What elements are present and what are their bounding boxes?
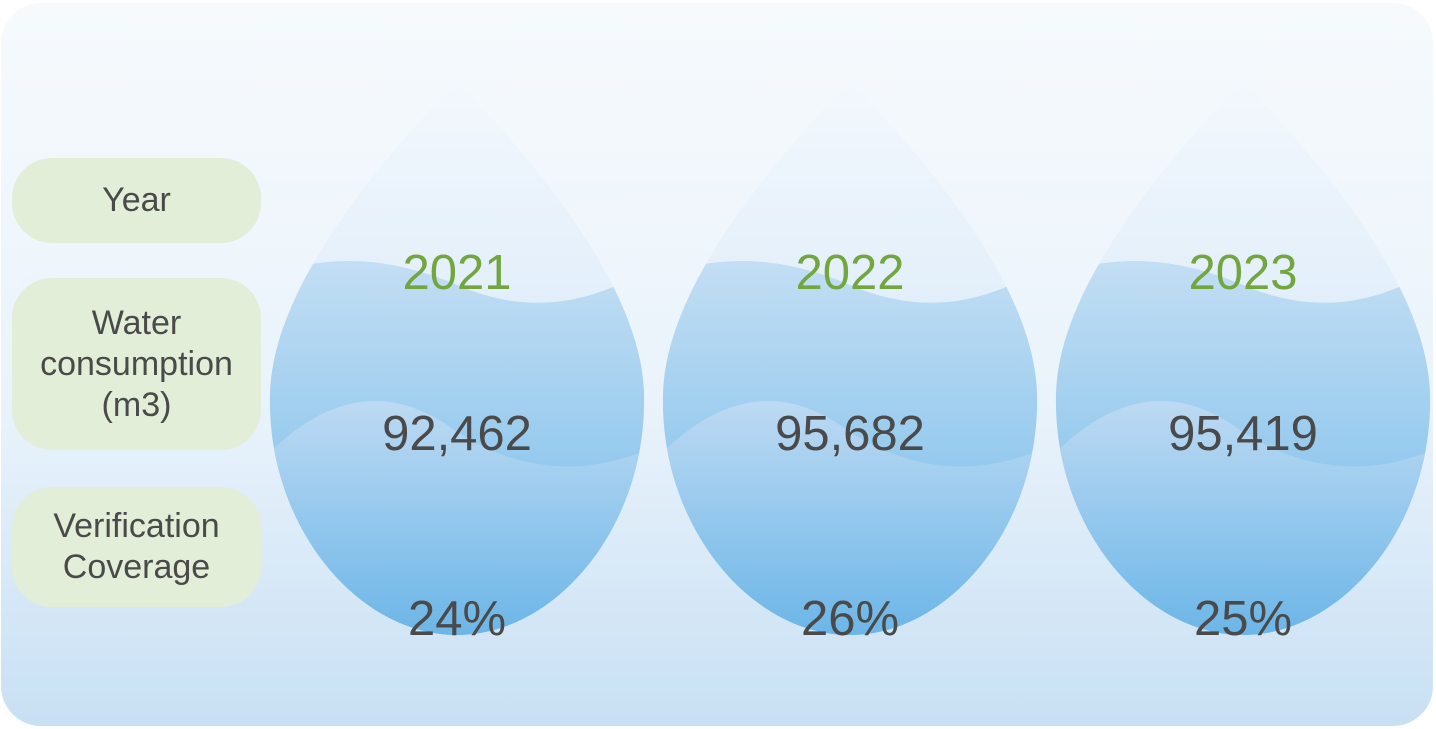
- verification-coverage-2023: 25%: [1193, 592, 1293, 646]
- year-2022: 2022: [795, 246, 905, 300]
- row-label-verification-line2: Coverage: [62, 548, 211, 586]
- row-label-water-line2: consumption: [40, 344, 233, 383]
- row-label-verification-line1: Verification: [53, 507, 220, 545]
- verification-coverage-2022: 26%: [800, 592, 900, 646]
- verification-coverage-2021: 24%: [407, 592, 507, 646]
- water-drop-icon: [1055, 80, 1431, 635]
- row-label-water-line1: Water: [91, 303, 182, 342]
- row-label-year-text: Year: [102, 181, 171, 219]
- row-label-verification-coverage: Verification Coverage: [12, 487, 261, 607]
- row-label-water-line3: (m3): [101, 385, 172, 424]
- water-consumption-2021: 92,462: [382, 407, 532, 461]
- year-2023: 2023: [1188, 246, 1298, 300]
- water-drop-2023: 2023 95,419 25%: [1053, 75, 1433, 646]
- water-consumption-2023: 95,419: [1168, 407, 1318, 461]
- row-label-year: Year: [12, 158, 261, 243]
- row-label-water-consumption: Water consumption (m3): [12, 278, 261, 450]
- water-drop-2021: 2021 92,462 24%: [267, 75, 647, 646]
- water-drop-icon: [662, 80, 1038, 635]
- water-consumption-2022: 95,682: [775, 407, 925, 461]
- water-drop-2022: 2022 95,682 26%: [660, 75, 1040, 646]
- water-drop-icon: [269, 80, 645, 635]
- year-2021: 2021: [402, 246, 512, 300]
